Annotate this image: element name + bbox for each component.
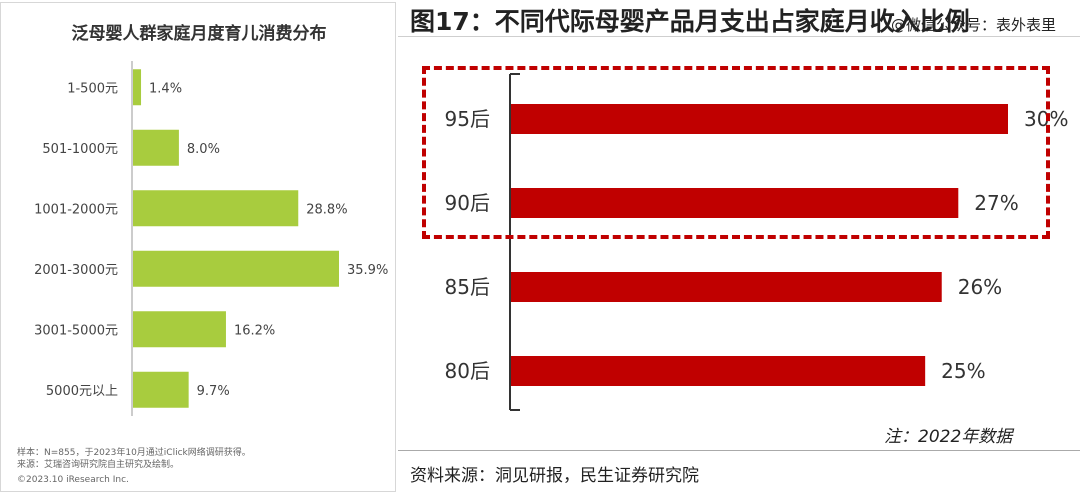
- value-label-3: 26%: [958, 275, 1002, 299]
- bar-5: [133, 311, 226, 348]
- category-label-2: 501-1000元: [42, 142, 118, 157]
- right-bar-chart: 95后 30%90后 27%85后 26%80后 25%: [445, 73, 1068, 411]
- bar-3: [133, 190, 299, 227]
- value-label-3: 28.8%: [306, 202, 347, 217]
- sample-footnote: 样本：N=855，于2023年10月通过iClick网络调研获得。: [17, 448, 251, 458]
- category-label-6: 5000元以上: [46, 384, 118, 399]
- chart-source: 资料来源：洞见研报，民生证券研究院: [410, 466, 699, 486]
- title-divider: [398, 36, 1080, 37]
- category-label-2: 90后: [445, 191, 490, 215]
- bar-3: [511, 272, 942, 302]
- right-chart-title: 图17：不同代际母婴产品月支出占家庭月收入比例: [410, 7, 970, 36]
- source-divider: [398, 450, 1080, 451]
- watermark: @微信公众号：表外表里: [890, 16, 1056, 34]
- left-chart-panel: 泛母婴人群家庭月度育儿消费分布 1-500元 1.4% 501-1000元 8.0% 1…: [0, 2, 396, 492]
- value-label-1: 1.4%: [149, 81, 182, 96]
- value-label-2: 27%: [974, 191, 1018, 215]
- bar-4: [511, 356, 926, 386]
- bar-1: [511, 104, 1008, 134]
- left-chart-title: 泛母婴人群家庭月度育儿消费分布: [71, 24, 327, 44]
- right-chart-panel: 图17：不同代际母婴产品月支出占家庭月收入比例 @微信公众号：表外表里 95后 3…: [398, 0, 1080, 494]
- value-label-4: 35.9%: [347, 263, 388, 278]
- left-bar-chart: 1-500元 1.4% 501-1000元 8.0% 1001-2000元 28.8% 20…: [34, 61, 388, 416]
- bar-4: [133, 250, 339, 287]
- highlight-box: [422, 66, 1050, 239]
- category-label-3: 1001-2000元: [34, 202, 118, 217]
- value-label-6: 9.7%: [197, 384, 230, 399]
- category-label-1: 95后: [445, 107, 490, 131]
- category-label-1: 1-500元: [67, 81, 118, 96]
- category-label-4: 80后: [445, 359, 490, 383]
- category-label-5: 3001-5000元: [34, 323, 118, 338]
- chart-note: 注：2022年数据: [884, 427, 1013, 447]
- category-label-4: 2001-3000元: [34, 263, 118, 278]
- bar-2: [133, 129, 179, 166]
- value-label-2: 8.0%: [187, 142, 220, 157]
- copyright-footnote: ©2023.10 iResearch Inc.: [17, 475, 129, 485]
- source-footnote: 来源：艾瑞咨询研究院自主研究及绘制。: [17, 460, 180, 470]
- bar-6: [133, 371, 189, 408]
- category-label-3: 85后: [445, 275, 490, 299]
- bar-1: [133, 69, 142, 106]
- bar-2: [511, 188, 959, 218]
- value-label-4: 25%: [941, 359, 985, 383]
- value-label-5: 16.2%: [234, 323, 275, 338]
